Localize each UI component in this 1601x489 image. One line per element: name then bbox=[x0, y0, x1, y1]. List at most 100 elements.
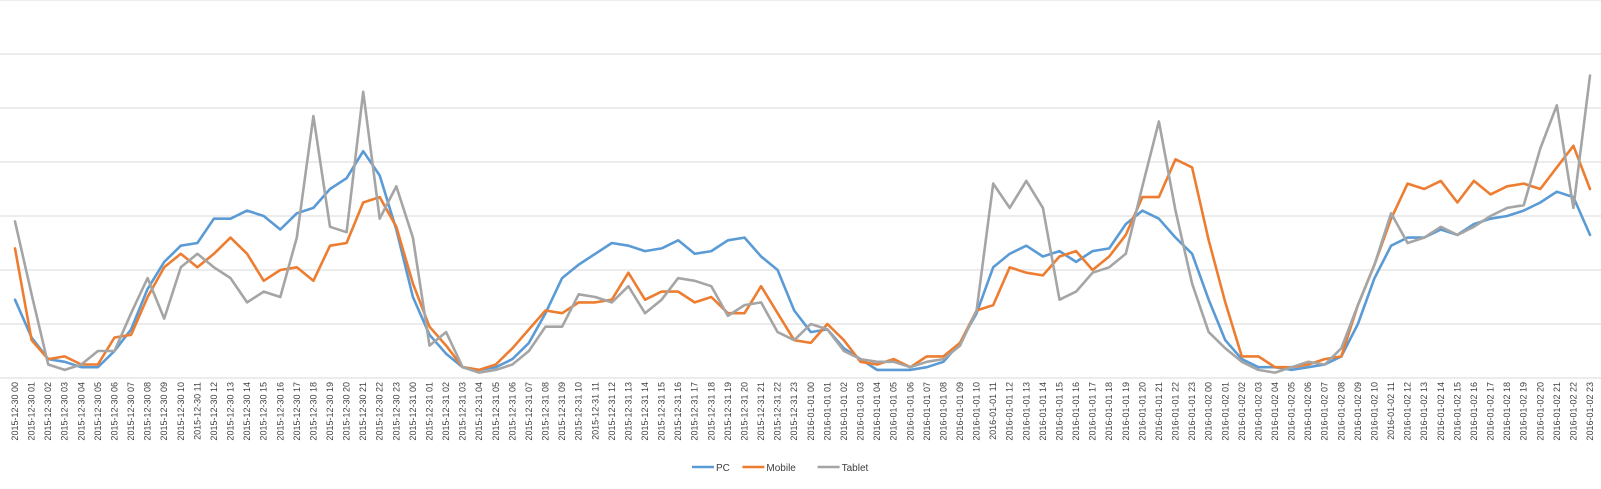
x-tick-label: 2015-12-31 11 bbox=[590, 382, 600, 440]
x-tick-label: 2016-01-01 10 bbox=[972, 382, 982, 441]
x-tick-label: 2015-12-31 13 bbox=[623, 382, 633, 441]
x-tick-label: 2015-12-31 12 bbox=[607, 382, 617, 441]
x-tick-label: 2015-12-31 15 bbox=[657, 382, 667, 441]
x-tick-label: 2015-12-30 14 bbox=[242, 382, 252, 441]
x-tick-label: 2015-12-31 19 bbox=[723, 382, 733, 441]
x-tick-label: 2016-01-01 02 bbox=[839, 382, 849, 441]
x-tick-label: 2015-12-30 07 bbox=[126, 382, 136, 441]
x-tick-label: 2016-01-02 19 bbox=[1519, 382, 1529, 441]
x-tick-label: 2015-12-30 11 bbox=[192, 382, 202, 440]
x-tick-label: 2016-01-02 01 bbox=[1220, 382, 1230, 441]
x-tick-label: 2015-12-31 05 bbox=[491, 382, 501, 441]
x-tick-label: 2016-01-02 14 bbox=[1436, 382, 1446, 441]
x-tick-label: 2016-01-02 18 bbox=[1502, 382, 1512, 441]
series-lines bbox=[13, 74, 1592, 374]
x-tick-label: 2015-12-31 06 bbox=[507, 382, 517, 441]
x-tick-label: 2015-12-31 08 bbox=[541, 382, 551, 441]
x-tick-label: 2016-01-02 12 bbox=[1403, 382, 1413, 441]
x-tick-label: 2015-12-31 18 bbox=[706, 382, 716, 441]
legend: PC Mobile Tablet bbox=[692, 463, 869, 474]
x-tick-label: 2016-01-01 14 bbox=[1038, 382, 1048, 441]
x-tick-label: 2015-12-31 21 bbox=[756, 382, 766, 441]
x-tick-label: 2015-12-30 19 bbox=[325, 382, 335, 441]
gridlines bbox=[0, 0, 1601, 379]
x-tick-label: 2015-12-31 03 bbox=[458, 382, 468, 441]
series-line-tablet bbox=[13, 74, 1592, 374]
legend-label-mobile: Mobile bbox=[766, 463, 796, 474]
x-tick-label: 2015-12-30 12 bbox=[209, 382, 219, 441]
x-tick-label: 2016-01-01 13 bbox=[1021, 382, 1031, 441]
x-tick-label: 2016-01-01 18 bbox=[1104, 382, 1114, 441]
x-tick-label: 2016-01-01 16 bbox=[1071, 382, 1081, 441]
x-tick-label: 2016-01-01 23 bbox=[1187, 382, 1197, 441]
x-tick-label: 2015-12-30 18 bbox=[308, 382, 318, 441]
x-tick-label: 2016-01-01 03 bbox=[856, 382, 866, 441]
x-tick-label: 2015-12-30 21 bbox=[358, 382, 368, 441]
x-tick-label: 2015-12-31 01 bbox=[425, 382, 435, 441]
x-tick-label: 2016-01-02 04 bbox=[1270, 382, 1280, 441]
x-tick-label: 2016-01-01 11 bbox=[988, 382, 998, 440]
x-tick-label: 2015-12-30 23 bbox=[391, 382, 401, 441]
x-tick-label: 2015-12-31 16 bbox=[673, 382, 683, 441]
x-tick-label: 2016-01-02 02 bbox=[1237, 382, 1247, 441]
x-tick-label: 2015-12-30 02 bbox=[43, 382, 53, 441]
x-tick-label: 2016-01-01 15 bbox=[1055, 382, 1065, 441]
x-tick-label: 2016-01-02 22 bbox=[1568, 382, 1578, 441]
x-tick-label: 2016-01-01 09 bbox=[955, 382, 965, 441]
x-tick-label: 2016-01-02 21 bbox=[1552, 382, 1562, 441]
legend-label-tablet: Tablet bbox=[842, 463, 869, 474]
x-tick-label: 2016-01-01 07 bbox=[922, 382, 932, 441]
x-tick-label: 2015-12-31 17 bbox=[690, 382, 700, 441]
x-tick-label: 2015-12-30 17 bbox=[292, 382, 302, 441]
x-tick-label: 2016-01-01 04 bbox=[872, 382, 882, 441]
x-tick-label: 2016-01-02 23 bbox=[1585, 382, 1595, 441]
x-tick-label: 2015-12-30 06 bbox=[110, 382, 120, 441]
x-tick-label: 2015-12-31 23 bbox=[789, 382, 799, 441]
x-tick-label: 2016-01-02 16 bbox=[1469, 382, 1479, 441]
x-tick-label: 2015-12-30 20 bbox=[342, 382, 352, 441]
x-tick-label: 2015-12-30 03 bbox=[60, 382, 70, 441]
x-tick-label: 2015-12-31 07 bbox=[524, 382, 534, 441]
x-tick-label: 2016-01-02 17 bbox=[1486, 382, 1496, 441]
x-tick-label: 2015-12-30 09 bbox=[159, 382, 169, 441]
x-tick-label: 2016-01-01 19 bbox=[1121, 382, 1131, 441]
x-tick-label: 2016-01-01 05 bbox=[889, 382, 899, 441]
x-tick-label: 2015-12-30 13 bbox=[226, 382, 236, 441]
x-tick-label: 2016-01-02 13 bbox=[1419, 382, 1429, 441]
x-tick-label: 2015-12-31 20 bbox=[740, 382, 750, 441]
x-tick-label: 2016-01-01 08 bbox=[938, 382, 948, 441]
x-tick-label: 2015-12-31 02 bbox=[441, 382, 451, 441]
x-tick-label: 2016-01-02 11 bbox=[1386, 382, 1396, 440]
x-tick-label: 2015-12-31 00 bbox=[408, 382, 418, 441]
x-tick-label: 2016-01-01 21 bbox=[1154, 382, 1164, 441]
x-tick-label: 2016-01-02 10 bbox=[1370, 382, 1380, 441]
x-tick-label: 2016-01-01 22 bbox=[1171, 382, 1181, 441]
x-axis-tick-labels: 2015-12-30 00 2015-12-30 01 2015-12-30 02 2… bbox=[10, 382, 1595, 441]
x-tick-label: 2016-01-02 03 bbox=[1253, 382, 1263, 441]
x-tick-label: 2015-12-30 22 bbox=[375, 382, 385, 441]
x-tick-label: 2015-12-30 16 bbox=[275, 382, 285, 441]
x-tick-label: 2015-12-31 14 bbox=[640, 382, 650, 441]
x-tick-label: 2015-12-30 05 bbox=[93, 382, 103, 441]
x-tick-label: 2016-01-02 05 bbox=[1287, 382, 1297, 441]
series-line-mobile bbox=[13, 144, 1592, 372]
x-tick-label: 2015-12-31 10 bbox=[574, 382, 584, 441]
x-tick-label: 2015-12-31 22 bbox=[773, 382, 783, 441]
x-tick-label: 2016-01-02 08 bbox=[1336, 382, 1346, 441]
x-tick-label: 2016-01-01 20 bbox=[1137, 382, 1147, 441]
x-tick-label: 2015-12-30 04 bbox=[76, 382, 86, 441]
x-tick-label: 2016-01-02 20 bbox=[1535, 382, 1545, 441]
x-tick-label: 2015-12-30 08 bbox=[143, 382, 153, 441]
x-tick-label: 2016-01-02 07 bbox=[1320, 382, 1330, 441]
x-tick-label: 2016-01-01 00 bbox=[806, 382, 816, 441]
x-tick-label: 2016-01-01 06 bbox=[905, 382, 915, 441]
x-tick-label: 2016-01-01 12 bbox=[1005, 382, 1015, 441]
x-tick-label: 2016-01-02 09 bbox=[1353, 382, 1363, 441]
x-tick-label: 2016-01-02 06 bbox=[1303, 382, 1313, 441]
x-tick-label: 2015-12-30 15 bbox=[259, 382, 269, 441]
x-tick-label: 2016-01-01 17 bbox=[1088, 382, 1098, 441]
x-tick-label: 2016-01-02 00 bbox=[1204, 382, 1214, 441]
x-tick-label: 2015-12-30 00 bbox=[10, 382, 20, 441]
